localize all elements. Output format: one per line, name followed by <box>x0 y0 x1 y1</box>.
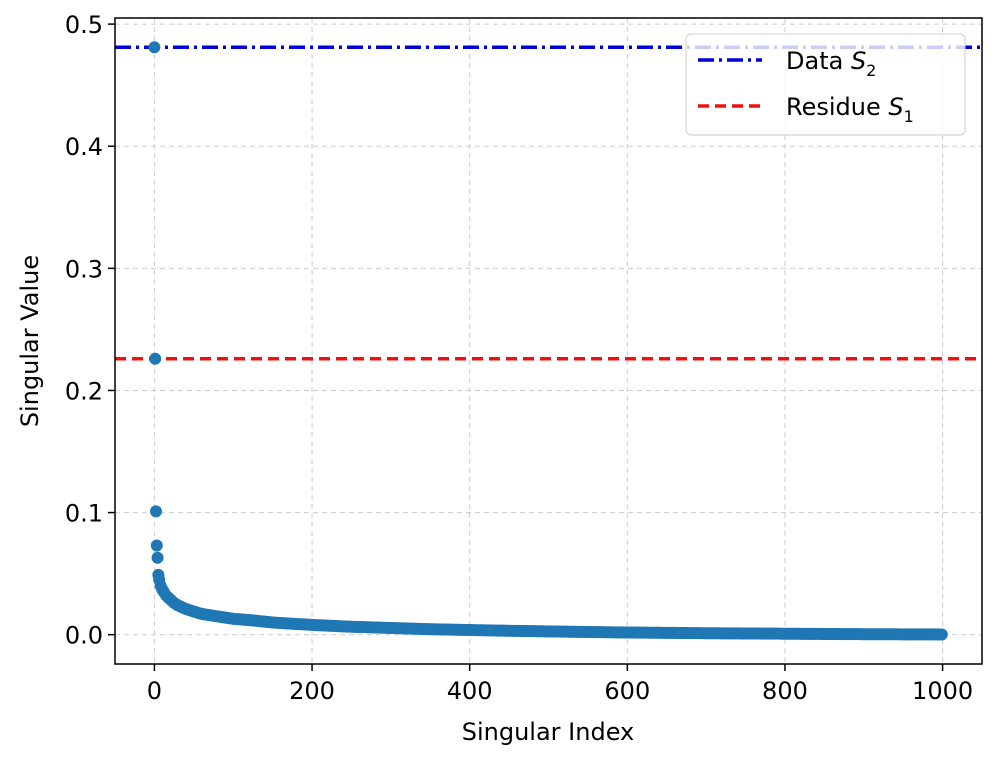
legend: Data S2 Residue S1 <box>685 33 966 136</box>
y-tick-label-4: 0.4 <box>65 133 103 161</box>
legend-box <box>685 33 966 136</box>
x-tick-label-4: 800 <box>762 677 808 705</box>
y-tick-label-5: 0.5 <box>65 11 103 39</box>
x-tick-label-2: 400 <box>447 677 493 705</box>
x-tick-label-1: 200 <box>289 677 335 705</box>
scatter-points <box>148 41 948 641</box>
legend-label-residue-main: Residue <box>786 93 888 121</box>
legend-label-data-sub: 2 <box>866 61 876 80</box>
y-axis-title: Singular Value <box>16 255 44 427</box>
reference-lines <box>115 45 982 361</box>
scatter-point-4 <box>151 551 164 564</box>
x-axis-title: Singular Index <box>462 718 635 746</box>
scatter-point-2 <box>149 505 162 518</box>
scatter-point-0 <box>148 41 161 54</box>
y-tick-label-1: 0.1 <box>65 500 103 528</box>
legend-label-data-var: S <box>851 47 866 75</box>
y-tick-label-3: 0.3 <box>65 255 103 283</box>
legend-label-residue-sub: 1 <box>904 107 914 126</box>
x-tick-label-5: 1000 <box>912 677 973 705</box>
y-tick-label-0: 0.0 <box>65 622 103 650</box>
legend-label-data-main: Data <box>786 47 851 75</box>
y-tick-label-2: 0.2 <box>65 377 103 405</box>
plot-frame <box>114 17 983 665</box>
legend-label-data: Data S2 <box>786 47 876 80</box>
x-tick-label-3: 600 <box>604 677 650 705</box>
scatter-point-3 <box>150 539 163 552</box>
legend-label-residue: Residue S1 <box>786 93 914 126</box>
scatter-fill-point-365 <box>933 628 946 641</box>
x-tick-label-0: 0 <box>147 677 162 705</box>
legend-label-residue-var: S <box>888 93 903 121</box>
axis-ticks: 0 200 400 600 800 1000 0.0 0.1 0.2 0.3 0.4 0.5 <box>65 11 973 705</box>
scatter-point-1 <box>149 352 162 365</box>
